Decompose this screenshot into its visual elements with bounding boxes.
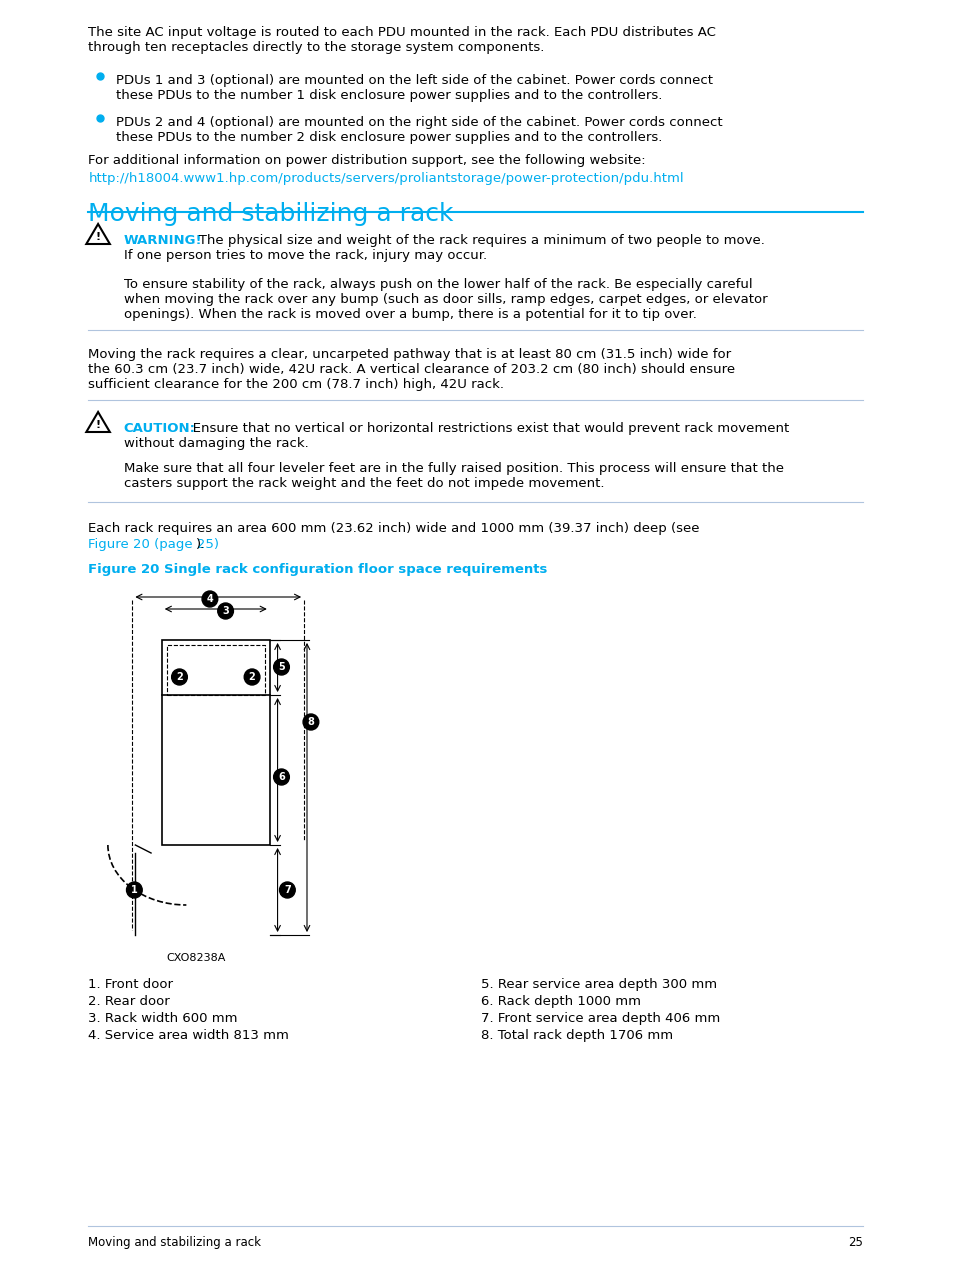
Text: 4. Service area width 813 mm: 4. Service area width 813 mm — [89, 1030, 289, 1042]
Text: CAUTION:: CAUTION: — [124, 422, 195, 435]
Text: Ensure that no vertical or horizontal restrictions exist that would prevent rack: Ensure that no vertical or horizontal re… — [180, 422, 789, 435]
Text: PDUs 1 and 3 (optional) are mounted on the left side of the cabinet. Power cords: PDUs 1 and 3 (optional) are mounted on t… — [115, 74, 712, 102]
Text: 2: 2 — [176, 672, 183, 683]
Circle shape — [127, 882, 142, 899]
Text: 25: 25 — [847, 1235, 862, 1249]
Text: 5. Rear service area depth 300 mm: 5. Rear service area depth 300 mm — [480, 977, 716, 991]
Text: 1: 1 — [131, 885, 137, 895]
Text: 7: 7 — [284, 885, 291, 895]
Text: http://h18004.www1.hp.com/products/servers/proliantstorage/power-protection/pdu.: http://h18004.www1.hp.com/products/serve… — [89, 172, 683, 186]
Circle shape — [244, 669, 259, 685]
Circle shape — [274, 658, 289, 675]
Text: Moving and stabilizing a rack: Moving and stabilizing a rack — [89, 202, 454, 226]
Text: 8. Total rack depth 1706 mm: 8. Total rack depth 1706 mm — [480, 1030, 672, 1042]
Text: Make sure that all four leveler feet are in the fully raised position. This proc: Make sure that all four leveler feet are… — [124, 461, 782, 491]
Text: Each rack requires an area 600 mm (23.62 inch) wide and 1000 mm (39.37 inch) dee: Each rack requires an area 600 mm (23.62… — [89, 522, 700, 535]
Circle shape — [217, 602, 233, 619]
Text: 8: 8 — [307, 717, 314, 727]
Text: 4: 4 — [206, 594, 213, 604]
Text: 6. Rack depth 1000 mm: 6. Rack depth 1000 mm — [480, 995, 639, 1008]
Text: WARNING!: WARNING! — [124, 234, 202, 247]
Text: The site AC input voltage is routed to each PDU mounted in the rack. Each PDU di: The site AC input voltage is routed to e… — [89, 25, 716, 53]
Text: 2. Rear door: 2. Rear door — [89, 995, 170, 1008]
Text: PDUs 2 and 4 (optional) are mounted on the right side of the cabinet. Power cord: PDUs 2 and 4 (optional) are mounted on t… — [115, 116, 721, 144]
Text: !: ! — [95, 233, 100, 241]
Text: 3: 3 — [222, 606, 229, 616]
Circle shape — [202, 591, 217, 608]
Text: Figure 20 (page 25): Figure 20 (page 25) — [89, 538, 219, 552]
Text: CXO8238A: CXO8238A — [167, 953, 226, 963]
Text: 1. Front door: 1. Front door — [89, 977, 173, 991]
Text: Figure 20 Single rack configuration floor space requirements: Figure 20 Single rack configuration floo… — [89, 563, 547, 576]
Text: 2: 2 — [249, 672, 255, 683]
Circle shape — [172, 669, 187, 685]
Bar — [162, 641, 270, 845]
Text: 7. Front service area depth 406 mm: 7. Front service area depth 406 mm — [480, 1012, 720, 1024]
Text: !: ! — [95, 419, 100, 430]
Text: 3. Rack width 600 mm: 3. Rack width 600 mm — [89, 1012, 237, 1024]
Circle shape — [303, 714, 318, 730]
Text: without damaging the rack.: without damaging the rack. — [124, 437, 308, 450]
Text: For additional information on power distribution support, see the following webs: For additional information on power dist… — [89, 154, 645, 167]
Text: To ensure stability of the rack, always push on the lower half of the rack. Be e: To ensure stability of the rack, always … — [124, 278, 766, 322]
Bar — [167, 644, 265, 695]
Text: ).: ). — [196, 538, 205, 552]
Text: Moving and stabilizing a rack: Moving and stabilizing a rack — [89, 1235, 261, 1249]
Circle shape — [279, 882, 294, 899]
Text: 5: 5 — [278, 662, 285, 672]
Text: Moving the rack requires a clear, uncarpeted pathway that is at least 80 cm (31.: Moving the rack requires a clear, uncarp… — [89, 348, 735, 391]
Text: The physical size and weight of the rack requires a minimum of two people to mov: The physical size and weight of the rack… — [186, 234, 764, 247]
Text: 6: 6 — [278, 771, 285, 782]
Text: If one person tries to move the rack, injury may occur.: If one person tries to move the rack, in… — [124, 249, 486, 262]
Circle shape — [274, 769, 289, 785]
